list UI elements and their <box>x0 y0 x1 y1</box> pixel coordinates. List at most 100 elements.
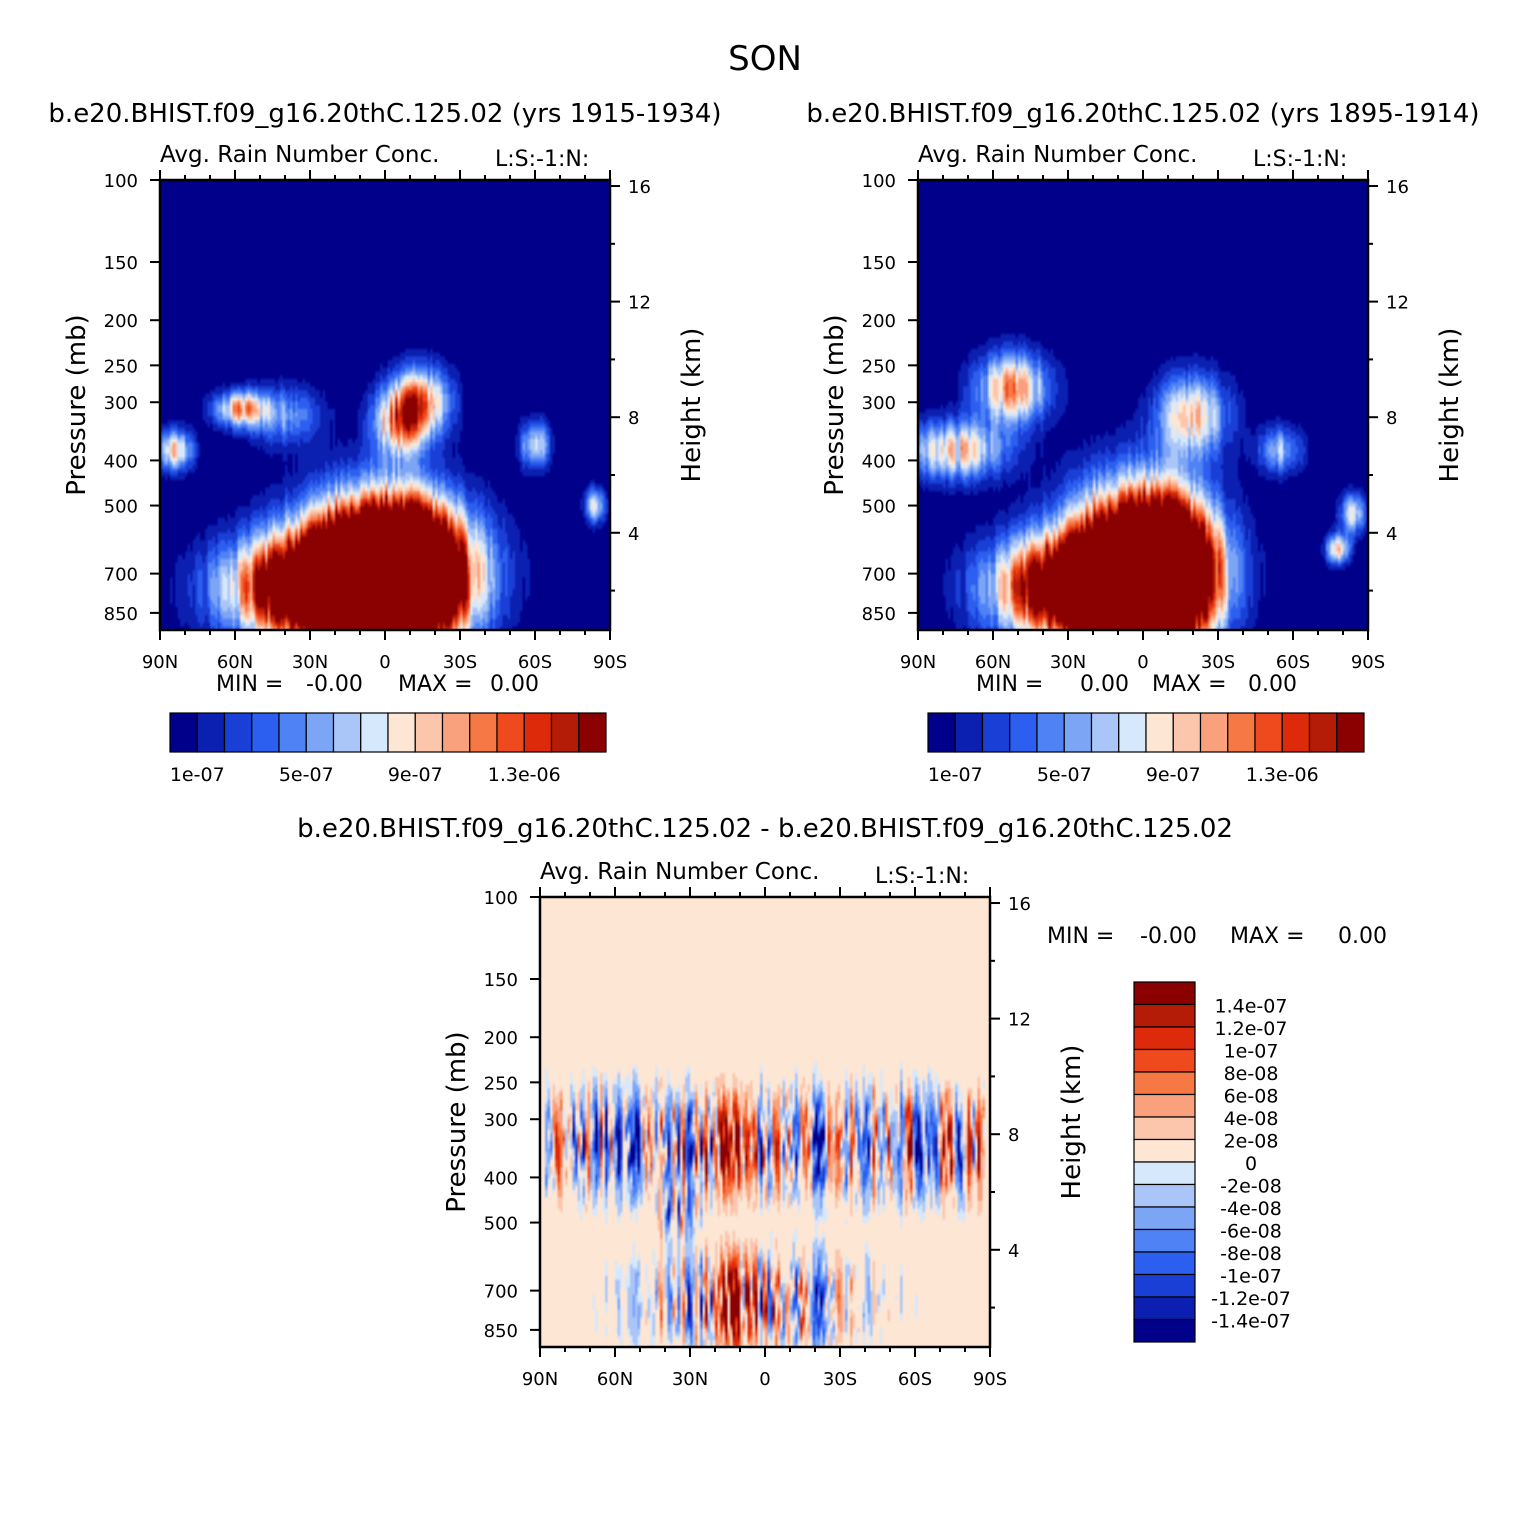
colorbar-box <box>1199 712 1229 753</box>
y2-axis-label: Height (km) <box>1435 328 1465 483</box>
y-tick-label: 100 <box>484 888 518 909</box>
panel-diff: b.e20.BHIST.f09_g16.20thC.125.02 - b.e20… <box>297 814 1387 1390</box>
y-tick-label: 400 <box>862 451 896 472</box>
y2-tick-label: 16 <box>628 177 651 198</box>
y2-axis-label: Height (km) <box>1057 1045 1087 1200</box>
colorbar-box <box>1133 1093 1196 1118</box>
colorbar-label: 1e-07 <box>1224 1041 1279 1063</box>
max-value: 0.00 <box>490 672 539 697</box>
colorbar-box <box>1133 1296 1196 1321</box>
colorbar-box <box>305 712 335 753</box>
max-label: MAX = <box>398 672 473 697</box>
y-axis-left: 100 150 200 250 300 400 500 700 850 Pressure (mb) <box>62 171 160 625</box>
max-value: 0.00 <box>1338 924 1387 949</box>
min-value: 0.00 <box>1080 672 1129 697</box>
colorbar-box <box>1090 712 1120 753</box>
colorbar-box <box>223 712 253 753</box>
y-tick-label: 700 <box>862 565 896 586</box>
min-label: MIN = <box>1047 924 1114 949</box>
y-tick-label: 850 <box>862 604 896 625</box>
y-tick-label: 850 <box>104 604 138 625</box>
colorbar-box <box>1133 1183 1196 1208</box>
y2-axis-label: Height (km) <box>677 328 707 483</box>
contour-field <box>918 180 1368 630</box>
max-value: 0.00 <box>1248 672 1297 697</box>
colorbar-box <box>954 712 984 753</box>
colorbar-box <box>1133 1048 1196 1073</box>
colorbar-box <box>1118 712 1147 753</box>
x-axis: 90N 60N 30N 0 30S 60S 90S <box>522 887 1007 1390</box>
x-tick-label: 30N <box>292 652 328 673</box>
colorbar-box <box>360 712 389 753</box>
x-tick-label: 30N <box>672 1369 708 1390</box>
colorbar-box <box>1336 712 1365 753</box>
min-value: -0.00 <box>306 672 363 697</box>
y-axis-left: 100 150 200 250 300 400 500 700 850 Pressure (mb) <box>820 171 918 625</box>
y-tick-label: 250 <box>862 356 896 377</box>
y-tick-label: 150 <box>484 970 518 991</box>
code-label: L:S:-1:N: <box>875 864 969 889</box>
y-tick-label: 500 <box>104 497 138 518</box>
colorbar-box <box>169 712 198 753</box>
x-tick-label: 90N <box>522 1369 558 1390</box>
x-tick-label: 0 <box>1137 652 1148 673</box>
min-label: MIN = <box>216 672 283 697</box>
case-title: b.e20.BHIST.f09_g16.20thC.125.02 (yrs 19… <box>48 99 721 129</box>
colorbar: 1e-07 5e-07 9e-07 1.3e-06 <box>927 712 1365 786</box>
code-label: L:S:-1:N: <box>495 147 589 172</box>
x-tick-label: 30N <box>1050 652 1086 673</box>
y-tick-label: 300 <box>484 1110 518 1131</box>
colorbar-box <box>1133 1161 1196 1186</box>
colorbar-box <box>1133 1138 1196 1163</box>
colorbar-label: -2e-08 <box>1220 1176 1282 1198</box>
case-title: b.e20.BHIST.f09_g16.20thC.125.02 - b.e20… <box>297 814 1233 844</box>
y2-tick-label: 8 <box>1008 1125 1019 1146</box>
y-tick-label: 250 <box>104 356 138 377</box>
colorbar-box <box>251 712 280 753</box>
x-axis: 90N 60N 30N 0 30S 60S 90S <box>142 170 627 673</box>
y-tick-label: 300 <box>104 393 138 414</box>
panel-right: b.e20.BHIST.f09_g16.20thC.125.02 (yrs 18… <box>806 99 1479 786</box>
case-title: b.e20.BHIST.f09_g16.20thC.125.02 (yrs 18… <box>806 99 1479 129</box>
colorbar-box <box>981 712 1011 753</box>
x-tick-label: 0 <box>759 1369 770 1390</box>
x-tick-label: 60N <box>217 652 253 673</box>
y-tick-label: 150 <box>862 253 896 274</box>
contour-field <box>160 180 610 630</box>
y-tick-label: 200 <box>862 311 896 332</box>
max-label: MAX = <box>1152 672 1227 697</box>
x-tick-label: 60N <box>597 1369 633 1390</box>
colorbar-label: 1e-07 <box>170 764 225 786</box>
colorbar-box <box>441 712 471 753</box>
colorbar-label: 6e-08 <box>1224 1086 1279 1108</box>
figure-title: SON <box>728 39 802 79</box>
colorbar-label: 1.3e-06 <box>1246 764 1319 786</box>
colorbar-box <box>1133 1228 1196 1253</box>
colorbar-label: 1.3e-06 <box>488 764 561 786</box>
colorbar-box <box>1133 1026 1196 1051</box>
y-tick-label: 500 <box>484 1214 518 1235</box>
colorbar-box <box>1254 712 1283 753</box>
x-tick-label: 90S <box>593 652 627 673</box>
colorbar-box <box>496 712 525 753</box>
colorbar-box <box>278 712 307 753</box>
contour-field <box>540 897 990 1347</box>
colorbar-box <box>332 712 362 753</box>
x-tick-label: 60S <box>1276 652 1310 673</box>
x-tick-label: 90N <box>142 652 178 673</box>
colorbar-label: 1e-07 <box>928 764 983 786</box>
y-tick-label: 150 <box>104 253 138 274</box>
colorbar-box <box>1133 1003 1196 1028</box>
y-axis-right: 16 12 8 4 Height (km) <box>1368 177 1465 592</box>
colorbar-label: 1.2e-07 <box>1215 1018 1288 1040</box>
panel-left: b.e20.BHIST.f09_g16.20thC.125.02 (yrs 19… <box>48 99 721 786</box>
colorbar-box <box>1145 712 1174 753</box>
y2-tick-label: 8 <box>628 408 639 429</box>
y-tick-label: 700 <box>484 1282 518 1303</box>
y2-tick-label: 16 <box>1008 894 1031 915</box>
y-axis-label: Pressure (mb) <box>62 314 92 495</box>
y-tick-label: 400 <box>484 1168 518 1189</box>
min-value: -0.00 <box>1140 924 1197 949</box>
x-axis: 90N 60N 30N 0 30S 60S 90S <box>900 170 1385 673</box>
colorbar-box <box>1063 712 1093 753</box>
